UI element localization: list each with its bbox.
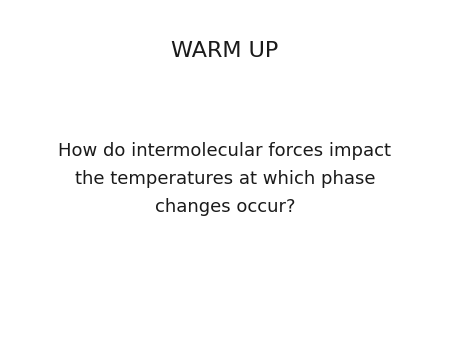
Text: WARM UP: WARM UP <box>171 41 279 61</box>
Text: How do intermolecular forces impact
the temperatures at which phase
changes occu: How do intermolecular forces impact the … <box>58 142 392 216</box>
